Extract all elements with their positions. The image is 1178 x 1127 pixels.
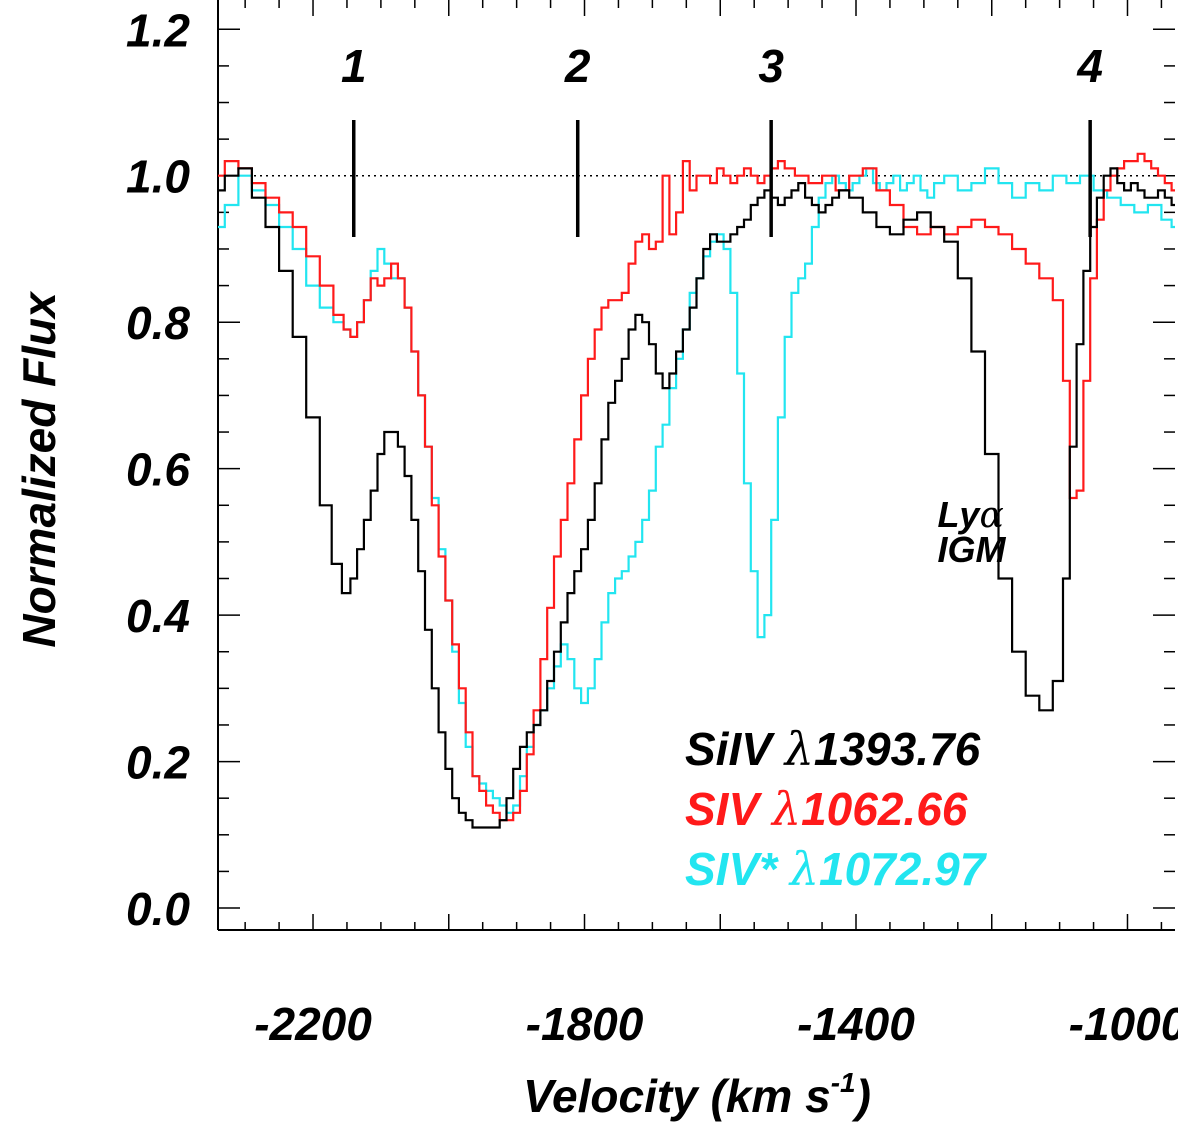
marker-label-3: 3 <box>758 40 784 92</box>
y-axis-title: Normalized Flux <box>13 290 65 648</box>
annotation-line-1: Lyα <box>937 494 1003 536</box>
x-tick-label: -1000 <box>1069 998 1178 1050</box>
marker-label-4: 4 <box>1076 40 1103 92</box>
x-axis-title: Velocity (km s-1) <box>523 1067 871 1122</box>
axis-ticks: -2200 -1800 -1400 -1000 0.0 0.2 0.4 0.6 0.8 1.0 1.… <box>126 0 1178 1050</box>
legend-entry-siv: SIV λ1062.66 <box>685 782 968 836</box>
legend: SiIV λ1393.76 SIV λ1062.66 SIV* λ1072.97 <box>685 722 988 896</box>
series-siiv-line <box>218 167 1175 829</box>
lya-igm-annotation: Lyα IGM <box>937 494 1006 570</box>
y-tick-label: 0.6 <box>126 444 190 496</box>
marker-label-2: 2 <box>564 40 591 92</box>
annotation-line-2: IGM <box>937 529 1006 570</box>
y-tick-label: 1.2 <box>126 4 190 56</box>
x-tick-label: -1400 <box>797 998 915 1050</box>
legend-entry-siiv: SiIV λ1393.76 <box>685 722 981 776</box>
y-tick-label: 0.2 <box>126 737 190 789</box>
x-tick-label: -1800 <box>526 998 644 1050</box>
marker-label-1: 1 <box>341 40 367 92</box>
series-siv-line <box>218 152 1175 822</box>
x-tick-label: -2200 <box>254 998 372 1050</box>
component-markers: 1 2 3 4 <box>341 40 1103 237</box>
series-layer <box>218 152 1175 829</box>
plot-frame <box>217 0 1175 931</box>
y-tick-label: 1.0 <box>126 151 190 203</box>
y-tick-label: 0.8 <box>126 297 190 349</box>
y-tick-label: 0.4 <box>126 590 190 642</box>
legend-entry-siv-star: SIV* λ1072.97 <box>685 842 988 896</box>
series-siv-star-line <box>218 167 1175 814</box>
y-tick-label: 0.0 <box>126 883 190 935</box>
